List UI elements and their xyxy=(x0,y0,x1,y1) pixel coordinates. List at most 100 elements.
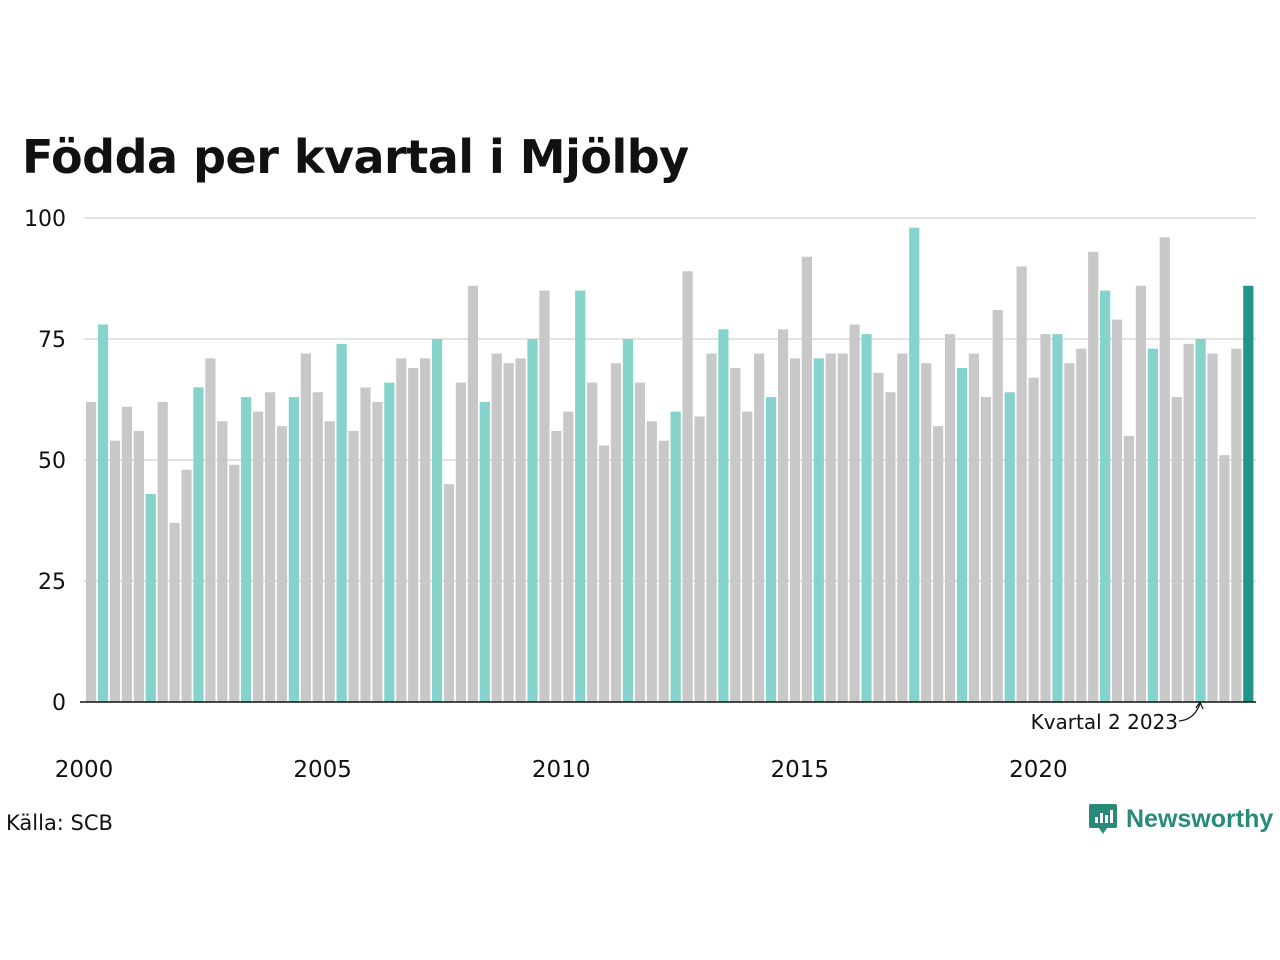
bar xyxy=(658,440,669,702)
annotation-arrowhead xyxy=(1195,700,1204,710)
bar xyxy=(718,329,729,702)
bar xyxy=(849,324,860,702)
bar xyxy=(885,392,896,702)
bar xyxy=(1243,285,1254,702)
annotation-arrow xyxy=(1178,703,1201,722)
bar xyxy=(1111,319,1123,702)
bar xyxy=(121,406,132,702)
bar xyxy=(336,343,347,702)
bar xyxy=(730,368,741,702)
x-tick-label: 2005 xyxy=(293,757,352,783)
axes: 0 25 50 75 100 2000 2005 2010 2015 2020 xyxy=(24,207,1256,783)
bar xyxy=(1100,290,1111,702)
bar xyxy=(646,421,657,702)
bar xyxy=(300,353,311,702)
bar xyxy=(253,411,264,702)
brand-name: Newsworthy xyxy=(1126,804,1274,833)
bar xyxy=(455,382,467,702)
bar xyxy=(539,290,550,702)
bar xyxy=(587,382,598,702)
newsworthy-logo-icon xyxy=(1089,804,1117,834)
bar xyxy=(551,430,562,702)
bar xyxy=(145,493,156,702)
bar xyxy=(1040,334,1051,702)
bar xyxy=(384,382,395,702)
bar xyxy=(503,363,514,702)
bar xyxy=(1088,251,1099,702)
y-tick-label: 0 xyxy=(52,691,66,716)
bar xyxy=(563,411,574,702)
bar xyxy=(1231,348,1242,702)
bar xyxy=(909,227,920,702)
bar xyxy=(992,309,1003,702)
bar xyxy=(766,397,777,702)
y-tick-label: 50 xyxy=(38,449,66,474)
bars xyxy=(86,227,1254,703)
bar xyxy=(670,411,681,702)
bar xyxy=(754,353,765,702)
bar xyxy=(1171,397,1182,702)
bar xyxy=(443,484,455,702)
bar xyxy=(324,421,335,702)
bar xyxy=(610,363,622,702)
bar xyxy=(312,392,323,702)
annotation-label: Kvartal 2 2023 xyxy=(1031,710,1178,734)
bar xyxy=(682,271,693,702)
bar xyxy=(825,353,836,702)
y-tick-label: 25 xyxy=(38,570,66,595)
bar xyxy=(276,426,288,702)
y-tick-label: 100 xyxy=(24,207,66,232)
bar xyxy=(1147,348,1158,702)
bar xyxy=(1064,363,1075,702)
bar xyxy=(372,401,383,702)
bar xyxy=(515,358,526,702)
bar xyxy=(897,353,908,702)
bar xyxy=(229,464,240,702)
bar xyxy=(861,334,872,702)
bar xyxy=(467,285,478,702)
bar xyxy=(109,440,121,702)
bar xyxy=(264,392,276,702)
bar xyxy=(1183,343,1194,702)
bar xyxy=(86,401,97,702)
bar xyxy=(1195,339,1206,702)
bar xyxy=(408,368,419,702)
x-tick-label: 2015 xyxy=(771,757,830,783)
y-tick-label: 75 xyxy=(38,328,66,353)
bar xyxy=(1016,266,1027,702)
bar xyxy=(777,329,789,702)
bar xyxy=(921,363,932,702)
bar xyxy=(479,401,490,702)
bar xyxy=(980,397,991,702)
bar xyxy=(694,416,705,702)
bar xyxy=(205,358,216,702)
bar xyxy=(396,358,407,702)
bar xyxy=(181,469,192,702)
bar xyxy=(217,421,228,702)
bar xyxy=(813,358,824,702)
brand-logo: Newsworthy xyxy=(1088,802,1273,836)
chart-title: Födda per kvartal i Mjölby xyxy=(22,130,689,184)
bar xyxy=(956,368,968,702)
bar xyxy=(420,358,431,702)
x-tick-label: 2000 xyxy=(55,757,114,783)
bar xyxy=(944,334,956,702)
bar xyxy=(288,397,300,702)
bar xyxy=(133,430,144,702)
bar xyxy=(360,387,371,702)
bar xyxy=(1159,237,1170,703)
bar xyxy=(431,339,443,702)
x-tick-label: 2010 xyxy=(532,757,591,783)
source-note: Källa: SCB xyxy=(6,811,113,835)
bar xyxy=(1207,353,1218,702)
bar xyxy=(1135,285,1147,702)
annotation: Kvartal 2 2023 xyxy=(1031,700,1204,734)
bar xyxy=(575,290,586,702)
bar xyxy=(1004,392,1015,702)
bar xyxy=(1219,455,1230,702)
bar xyxy=(837,353,848,702)
bar xyxy=(789,358,801,702)
bar xyxy=(933,426,944,702)
bar xyxy=(491,353,502,702)
